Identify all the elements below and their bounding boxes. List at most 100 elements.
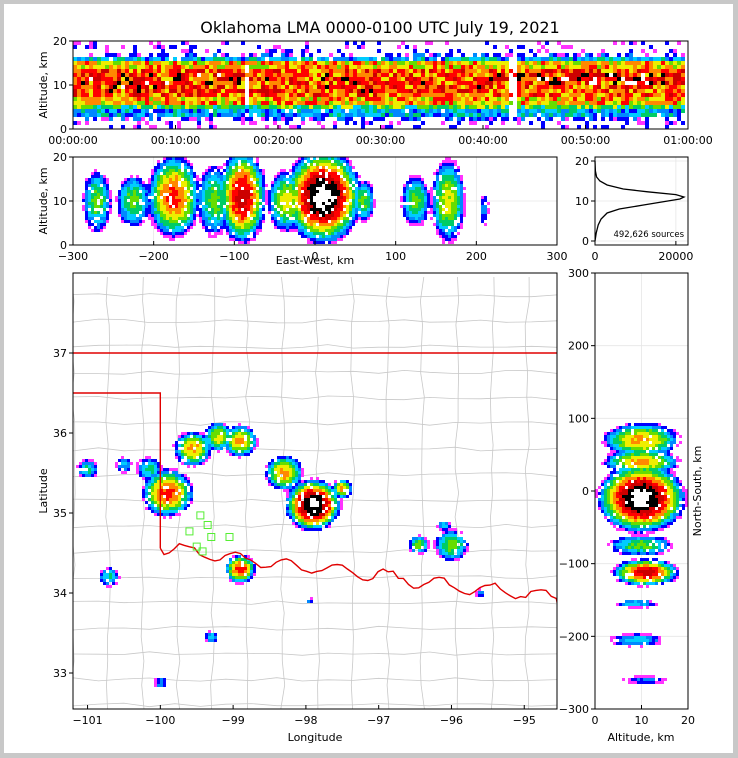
time-height-pixel [477, 97, 481, 101]
ew-height-pixel [91, 208, 94, 211]
ew-height-pixel [97, 205, 100, 208]
time-height-pixel [545, 105, 549, 109]
ew-height-x-tick-label: 100 [385, 250, 406, 263]
ew-height-pixel [448, 169, 451, 172]
ew-height-pixel [373, 199, 376, 202]
ew-height-pixel [175, 220, 178, 223]
time-height-pixel [305, 89, 309, 93]
time-height-pixel [257, 109, 261, 113]
ew-height-pixel [454, 205, 457, 208]
time-height-pixel [401, 69, 405, 73]
time-height-pixel [193, 85, 197, 89]
ew-height-pixel [250, 193, 253, 196]
time-height-pixel [237, 101, 241, 105]
time-height-pixel [425, 113, 429, 117]
time-height-pixel [233, 73, 237, 77]
time-height-pixel [565, 73, 569, 77]
ew-height-pixel [322, 241, 325, 244]
time-height-pixel [389, 57, 393, 61]
ew-height-pixel [130, 205, 133, 208]
ew-height-pixel [136, 175, 139, 178]
time-height-pixel [209, 101, 213, 105]
time-height-pixel [605, 105, 609, 109]
time-height-pixel [389, 109, 393, 113]
ew-height-pixel [208, 169, 211, 172]
time-height-pixel [617, 109, 621, 113]
time-height-pixel [269, 65, 273, 69]
time-height-pixel [617, 113, 621, 117]
time-height-pixel [429, 53, 433, 57]
time-height-pixel [285, 105, 289, 109]
ew-height-pixel [346, 181, 349, 184]
ew-height-pixel [439, 190, 442, 193]
time-height-pixel [213, 93, 217, 97]
ew-height-pixel [235, 211, 238, 214]
ew-height-pixel [166, 235, 169, 238]
time-height-pixel [409, 93, 413, 97]
time-height-pixel [429, 77, 433, 81]
ew-height-pixel [205, 202, 208, 205]
ew-height-pixel [232, 178, 235, 181]
ew-height-pixel [289, 211, 292, 214]
time-height-pixel [373, 93, 377, 97]
time-height-pixel [229, 113, 233, 117]
ew-height-pixel [244, 241, 247, 244]
ew-height-pixel [349, 220, 352, 223]
time-height-pixel [329, 61, 333, 65]
time-height-pixel [81, 73, 85, 77]
ew-height-pixel [349, 214, 352, 217]
ew-height-pixel [292, 178, 295, 181]
ew-height-pixel [154, 178, 157, 181]
time-height-pixel [589, 89, 593, 93]
time-height-pixel [161, 61, 165, 65]
time-height-pixel [433, 97, 437, 101]
time-height-pixel [481, 69, 485, 73]
ew-height-pixel [364, 196, 367, 199]
time-height-pixel [477, 101, 481, 105]
time-height-pixel [153, 65, 157, 69]
ew-height-pixel [319, 238, 322, 241]
time-height-pixel [461, 69, 465, 73]
time-height-pixel [453, 73, 457, 77]
ew-height-pixel [154, 181, 157, 184]
ew-height-pixel [199, 190, 202, 193]
time-height-pixel [657, 81, 661, 85]
ew-height-pixel [319, 202, 322, 205]
time-height-pixel [465, 69, 469, 73]
ew-height-pixel [127, 190, 130, 193]
time-height-pixel [353, 77, 357, 81]
ew-height-pixel [223, 202, 226, 205]
time-height-pixel [541, 61, 545, 65]
ew-height-pixel [196, 199, 199, 202]
time-height-pixel [153, 45, 157, 49]
time-height-pixel [233, 101, 237, 105]
time-height-pixel [121, 113, 125, 117]
time-height-pixel [469, 93, 473, 97]
time-height-pixel [553, 109, 557, 113]
time-height-pixel [617, 73, 621, 77]
time-height-pixel [201, 81, 205, 85]
ew-height-pixel [166, 217, 169, 220]
time-height-pixel [589, 101, 593, 105]
time-height-pixel [397, 105, 401, 109]
ew-height-pixel [193, 199, 196, 202]
time-height-pixel [509, 49, 513, 53]
time-height-pixel [617, 117, 621, 121]
time-height-pixel [661, 73, 665, 77]
time-height-pixel [341, 89, 345, 93]
time-height-pixel [369, 89, 373, 93]
ew-height-pixel [241, 175, 244, 178]
ew-height-pixel [151, 217, 154, 220]
ew-height-pixel [409, 223, 412, 226]
ew-height-pixel [286, 211, 289, 214]
time-height-pixel [625, 109, 629, 113]
ew-height-pixel [211, 205, 214, 208]
time-height-pixel [273, 45, 277, 49]
time-height-pixel [449, 89, 453, 93]
ew-height-pixel [253, 223, 256, 226]
time-height-pixel [321, 77, 325, 81]
time-height-pixel [197, 113, 201, 117]
time-height-pixel [121, 117, 125, 121]
ew-height-pixel [250, 163, 253, 166]
ew-height-pixel [193, 202, 196, 205]
